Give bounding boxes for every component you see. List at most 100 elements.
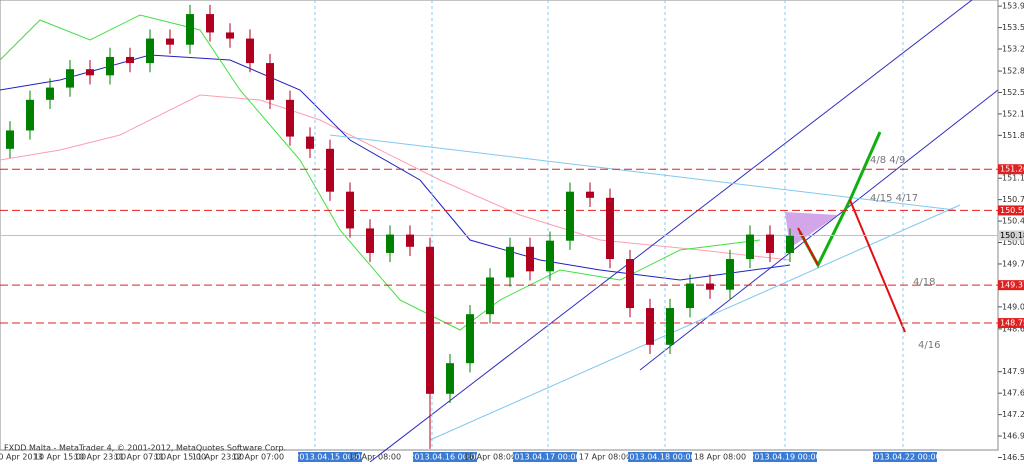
level-label-box bbox=[998, 280, 1024, 291]
y-tick-label: 146.560 bbox=[1002, 453, 1024, 462]
x-label-highlight bbox=[873, 452, 937, 462]
x-label-highlight bbox=[298, 452, 362, 462]
x-tick-label: 2013.04.18 00:00 bbox=[624, 453, 695, 462]
y-tick-label: 152.870 bbox=[1002, 67, 1024, 76]
x-tick-label: 15 Apr 08:00 bbox=[349, 453, 401, 462]
footer: FXDD Malta - MetaTrader 4, © 2001-2012, … bbox=[4, 444, 286, 453]
y-tick-label: 151.120 bbox=[1002, 174, 1024, 183]
candle-body bbox=[206, 14, 214, 33]
plot-frame bbox=[0, 0, 999, 451]
annotation: 4/8 4/9 bbox=[870, 155, 905, 166]
kijun-line bbox=[0, 54, 791, 281]
channel-line bbox=[369, 0, 973, 463]
x-label-highlight bbox=[513, 452, 577, 462]
x-tick-label: 2013.04.19 00:00 bbox=[749, 453, 820, 462]
level-label: 148.755 bbox=[1000, 319, 1024, 328]
ichimoku-span bbox=[0, 94, 791, 261]
x-tick-label: 16 Apr 08:00 bbox=[464, 453, 516, 462]
candle-body bbox=[686, 283, 694, 309]
level-label: 151.267 bbox=[1000, 165, 1024, 174]
x-tick-label: 2013.04.15 00:00 bbox=[294, 453, 365, 462]
level-label: 149.374 bbox=[1000, 281, 1024, 290]
x-tick-label: 17 Apr 08:00 bbox=[579, 453, 631, 462]
x-tick-label: 18 Apr 08:00 bbox=[694, 453, 746, 462]
candle-body bbox=[546, 240, 554, 272]
y-tick-label: 147.260 bbox=[1002, 410, 1024, 419]
y-tick-label: 153.580 bbox=[1002, 23, 1024, 32]
x-tick-label: 10 Apr 2013 bbox=[0, 453, 43, 462]
annotation: 4/15 4/17 bbox=[870, 193, 918, 204]
candle-body bbox=[586, 191, 594, 198]
annotation: 4/16 bbox=[918, 340, 940, 351]
candle-body bbox=[86, 69, 94, 76]
level-label-box bbox=[998, 205, 1024, 216]
y-tick-label: 148.660 bbox=[1002, 324, 1024, 333]
level-label: 150.594 bbox=[1000, 206, 1024, 215]
candle-body bbox=[566, 191, 574, 241]
candle-body bbox=[266, 63, 274, 100]
candle-body bbox=[66, 69, 74, 88]
level-label-box bbox=[998, 318, 1024, 329]
x-label-highlight bbox=[628, 452, 692, 462]
x-label-highlight bbox=[753, 452, 817, 462]
y-tick-label: 152.170 bbox=[1002, 109, 1024, 118]
x-label-highlight bbox=[413, 452, 477, 462]
y-tick-label: 153.230 bbox=[1002, 44, 1024, 53]
candle-body bbox=[366, 228, 374, 253]
y-tick-label: 147.610 bbox=[1002, 389, 1024, 398]
candle-body bbox=[526, 246, 534, 272]
y-tick-label: 149.020 bbox=[1002, 302, 1024, 311]
candle-body bbox=[126, 56, 134, 64]
trend-line bbox=[429, 204, 961, 441]
y-tick-label: 146.910 bbox=[1002, 432, 1024, 441]
candle-body bbox=[426, 246, 434, 394]
x-tick-label: 2013.04.16 00:00 bbox=[409, 453, 480, 462]
candle-body bbox=[666, 308, 674, 345]
candle-body bbox=[606, 197, 614, 260]
x-tick-label: 11 Apr 23:00 bbox=[192, 453, 244, 462]
y-tick-label: 153.930 bbox=[1002, 2, 1024, 11]
level-label-box bbox=[998, 230, 1024, 241]
projection-down bbox=[797, 227, 819, 266]
x-tick-label: 10 Apr 15:00 bbox=[34, 453, 86, 462]
y-tick-label: 150.770 bbox=[1002, 195, 1024, 204]
x-tick-label: 11 Apr 07:00 bbox=[114, 453, 166, 462]
candle-body bbox=[326, 148, 334, 192]
candle-body bbox=[766, 234, 774, 253]
candle-body bbox=[166, 38, 174, 45]
triangle-pattern bbox=[785, 212, 838, 248]
candle-body bbox=[246, 38, 254, 64]
projection-down bbox=[849, 199, 906, 333]
annotation: 4/18 bbox=[913, 277, 935, 288]
y-tick-label: 147.960 bbox=[1002, 367, 1024, 376]
candle-body bbox=[486, 277, 494, 315]
candle-body bbox=[466, 314, 474, 364]
candle-body bbox=[226, 32, 234, 39]
x-tick-label: 2013.04.17 00:00 bbox=[509, 453, 580, 462]
y-tick-label: 151.820 bbox=[1002, 131, 1024, 140]
x-tick-label: 11 Apr 15:00 bbox=[154, 453, 206, 462]
candle-body bbox=[46, 87, 54, 100]
candle-body bbox=[306, 136, 314, 149]
candle-body bbox=[726, 259, 734, 290]
candle-body bbox=[146, 38, 154, 64]
y-tick-label: 149.720 bbox=[1002, 259, 1024, 268]
level-label-box bbox=[998, 164, 1024, 175]
candle-body bbox=[746, 234, 754, 260]
candle-body bbox=[646, 308, 654, 345]
chikou-line bbox=[0, 14, 761, 331]
candle-body bbox=[6, 130, 14, 149]
y-tick-label: 152.520 bbox=[1002, 88, 1024, 97]
candle-body bbox=[786, 235, 794, 253]
candle-body bbox=[406, 234, 414, 247]
y-tick-label: 150.070 bbox=[1002, 238, 1024, 247]
candle-body bbox=[386, 234, 394, 253]
decorations bbox=[0, 0, 999, 463]
candle-body bbox=[706, 283, 714, 290]
candle-body bbox=[26, 99, 34, 131]
y-tick-label: 150.420 bbox=[1002, 217, 1024, 226]
candle-body bbox=[346, 191, 354, 229]
level-label: 150.185 bbox=[1000, 231, 1024, 240]
candle-body bbox=[186, 14, 194, 45]
